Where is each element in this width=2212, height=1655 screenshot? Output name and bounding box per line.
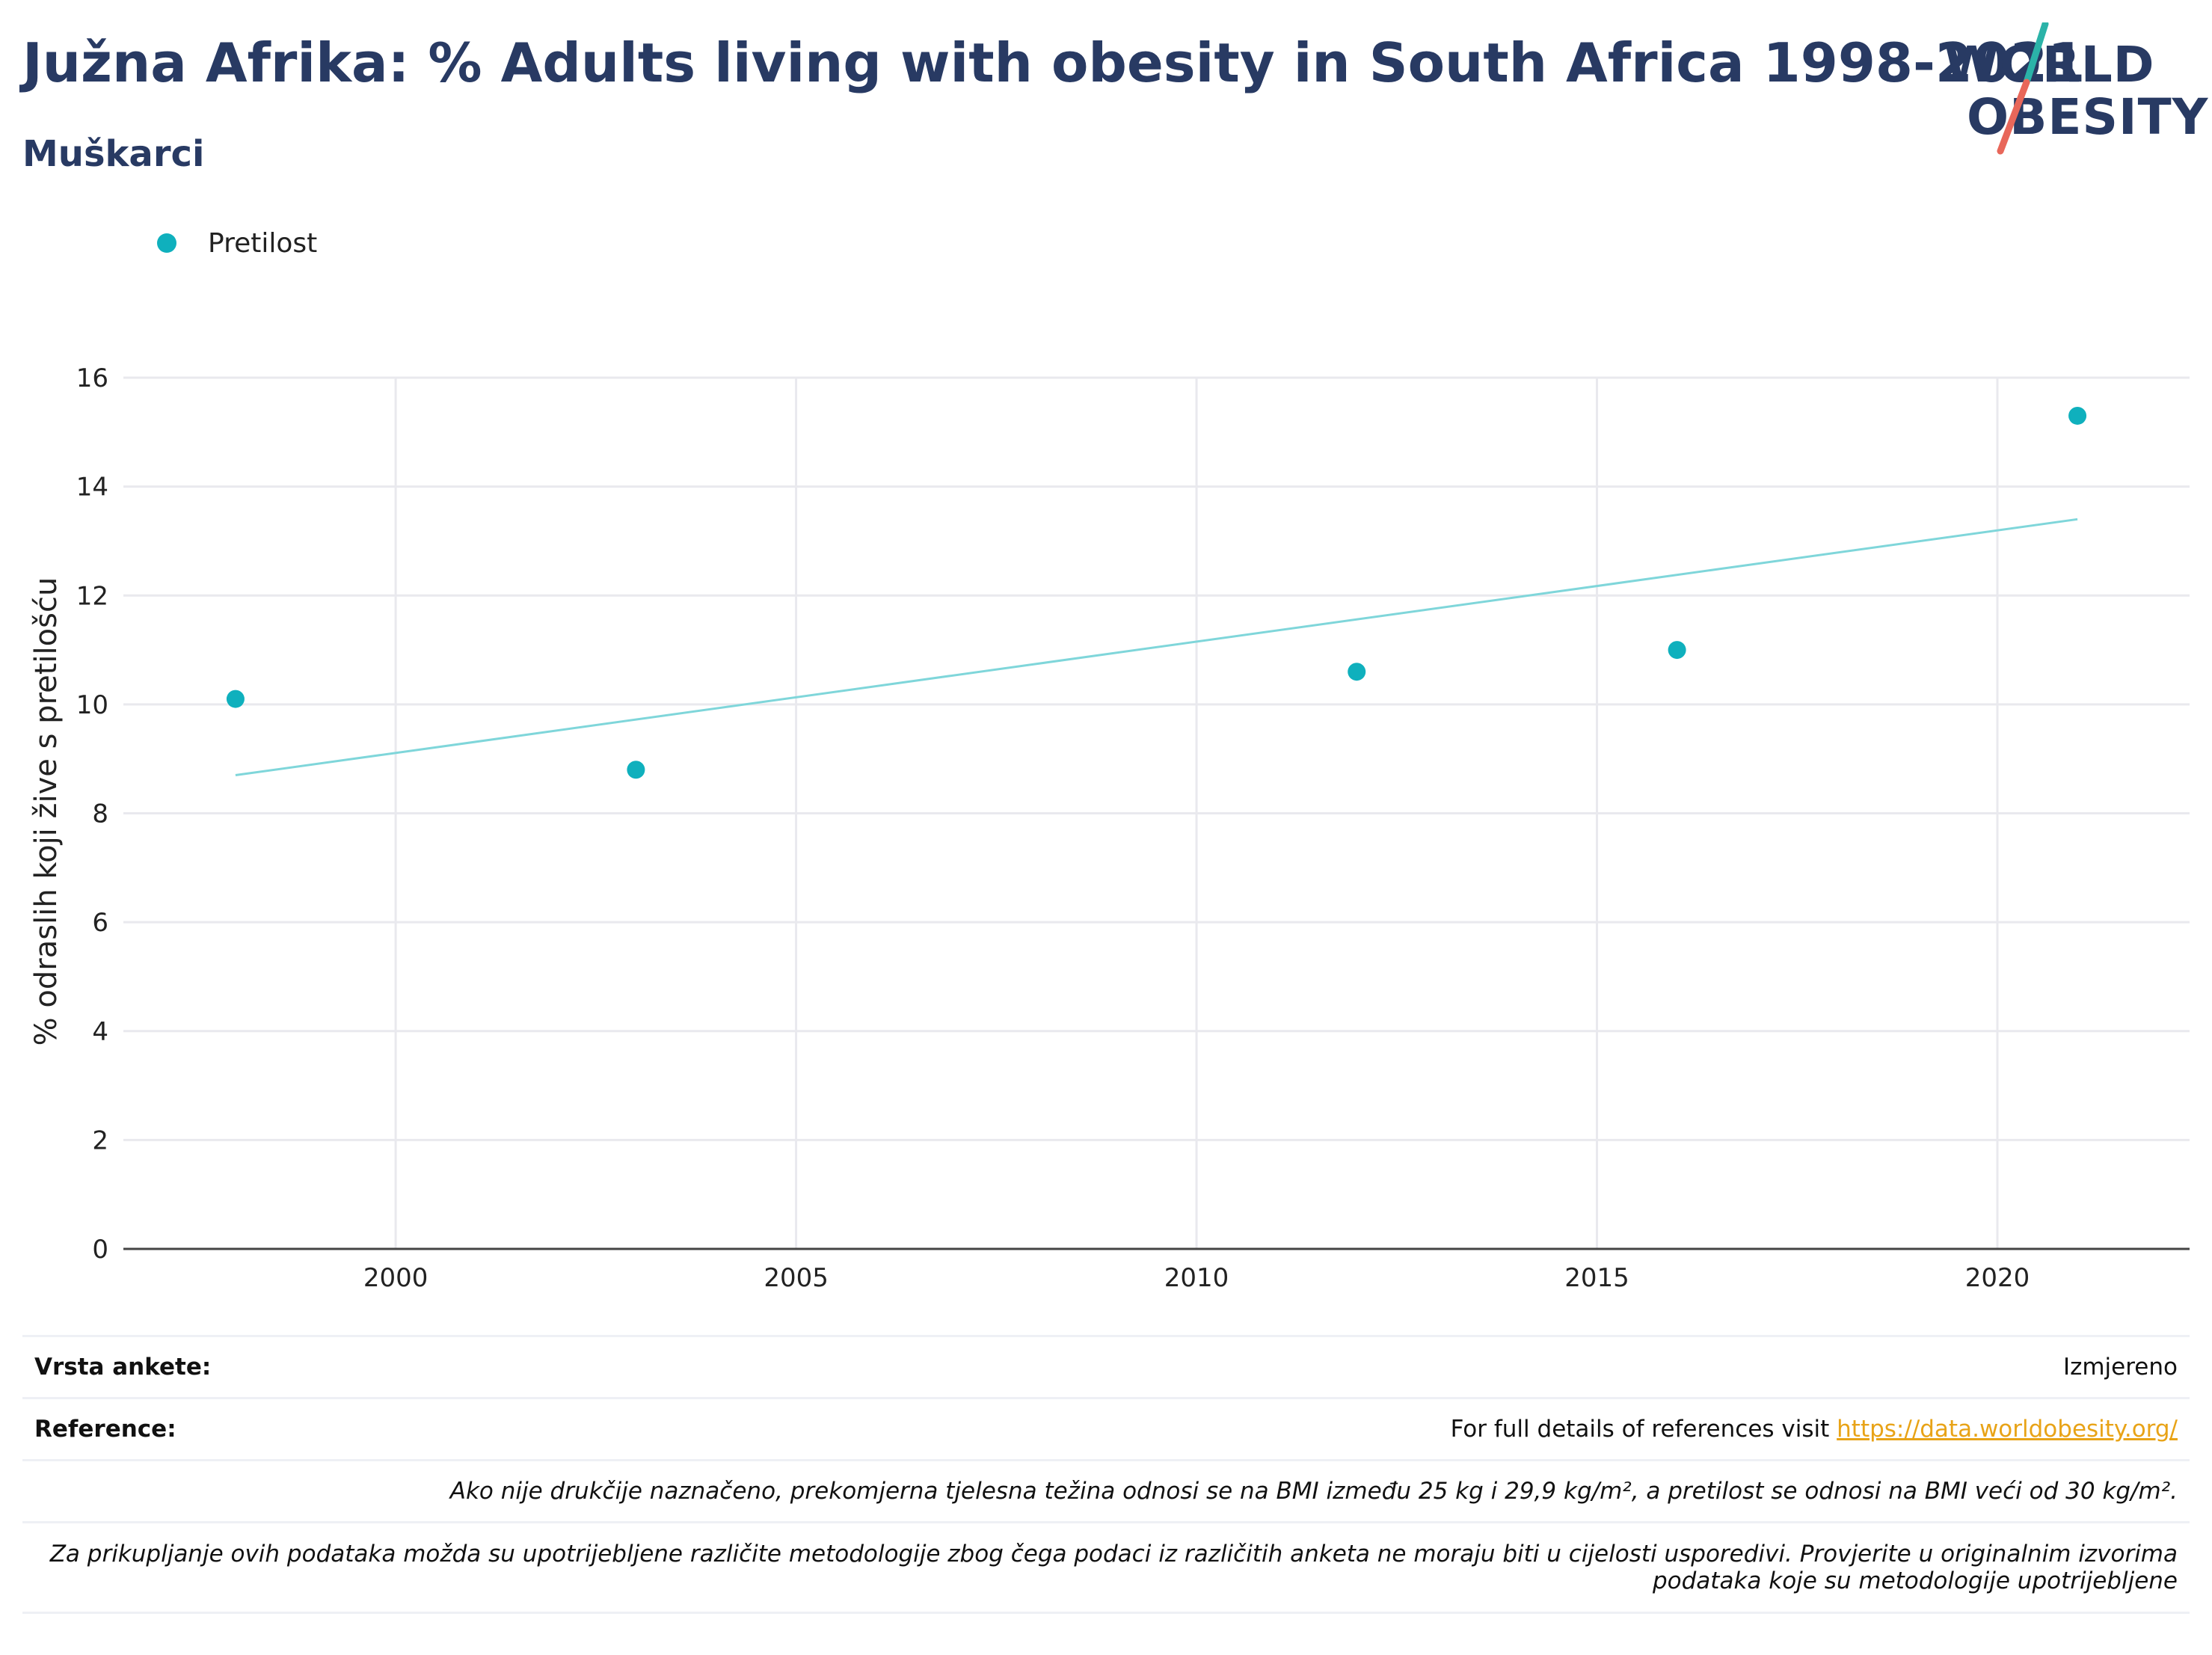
- y-tick-label: 12: [76, 581, 108, 611]
- chart-trendline: [235, 518, 2078, 777]
- note-definitions: Ako nije drukčije naznačeno, prekomjerna…: [449, 1478, 2178, 1505]
- y-tick-label: 16: [76, 363, 108, 393]
- chart-grid: [123, 376, 2190, 1249]
- chart-ticks: 0 2 4 6 8 10 12 14 16 2000 2005 2010 2015 2020: [76, 363, 2030, 1293]
- y-tick-label: 14: [76, 473, 108, 503]
- page-subtitle: Muškarci: [22, 133, 205, 175]
- y-tick-label: 0: [92, 1235, 108, 1265]
- references-link[interactable]: https://data.worldobesity.org/: [1837, 1416, 2178, 1443]
- x-tick-label: 2005: [764, 1263, 829, 1293]
- references-value: For full details of references visit htt…: [1451, 1416, 2178, 1443]
- world-obesity-logo: WORLD OBESITY: [1944, 22, 2208, 165]
- y-tick-label: 4: [92, 1017, 108, 1047]
- survey-type-label: Vrsta ankete:: [34, 1354, 212, 1381]
- footer-row-references: Reference: For full details of reference…: [22, 1397, 2190, 1459]
- legend-label-pretilost: Pretilost: [208, 227, 318, 259]
- page-title: Južna Afrika: % Adults living with obesi…: [22, 31, 2086, 94]
- note-methodology-line1: Za prikupljanje ovih podataka možda su u…: [49, 1541, 2178, 1568]
- data-point: [1668, 641, 1686, 660]
- note-methodology-line2: podataka koje su metodologije upotrijebl…: [1652, 1568, 2178, 1594]
- scatter-chart: 0 2 4 6 8 10 12 14 16 2000 2005 2010 2015 2020 % odra…: [29, 363, 2190, 1293]
- chart-legend[interactable]: Pretilost: [157, 224, 317, 262]
- logo-slash-icon: [1997, 22, 2049, 155]
- chart-points: [226, 406, 2087, 779]
- data-point: [226, 690, 245, 708]
- x-tick-label: 2015: [1564, 1263, 1629, 1293]
- y-tick-label: 2: [92, 1126, 108, 1155]
- footer-note-definitions: Ako nije drukčije naznačeno, prekomjerna…: [22, 1459, 2190, 1521]
- x-tick-label: 2010: [1164, 1263, 1229, 1293]
- y-tick-label: 8: [92, 799, 108, 829]
- footer-note-methodology: Za prikupljanje ovih podataka možda su u…: [22, 1521, 2190, 1614]
- y-axis-label: % odraslih koji žive s pretilošću: [29, 577, 64, 1046]
- x-tick-label: 2000: [363, 1263, 428, 1293]
- chart-footer: Vrsta ankete: Izmjereno Reference: For f…: [22, 1335, 2190, 1614]
- x-tick-label: 2020: [1965, 1263, 2030, 1293]
- data-point: [1348, 663, 1366, 681]
- trendline: [235, 518, 2078, 777]
- legend-marker-pretilost: [157, 233, 176, 253]
- references-label: Reference:: [34, 1416, 176, 1443]
- data-point: [627, 761, 645, 779]
- logo-line1: WORLD: [1944, 36, 2155, 93]
- data-point: [2068, 406, 2087, 425]
- y-tick-label: 10: [76, 690, 108, 720]
- y-tick-label: 6: [92, 908, 108, 938]
- survey-type-value: Izmjereno: [2062, 1354, 2178, 1381]
- references-text: For full details of references visit: [1450, 1416, 1837, 1443]
- footer-row-survey-type: Vrsta ankete: Izmjereno: [22, 1335, 2190, 1397]
